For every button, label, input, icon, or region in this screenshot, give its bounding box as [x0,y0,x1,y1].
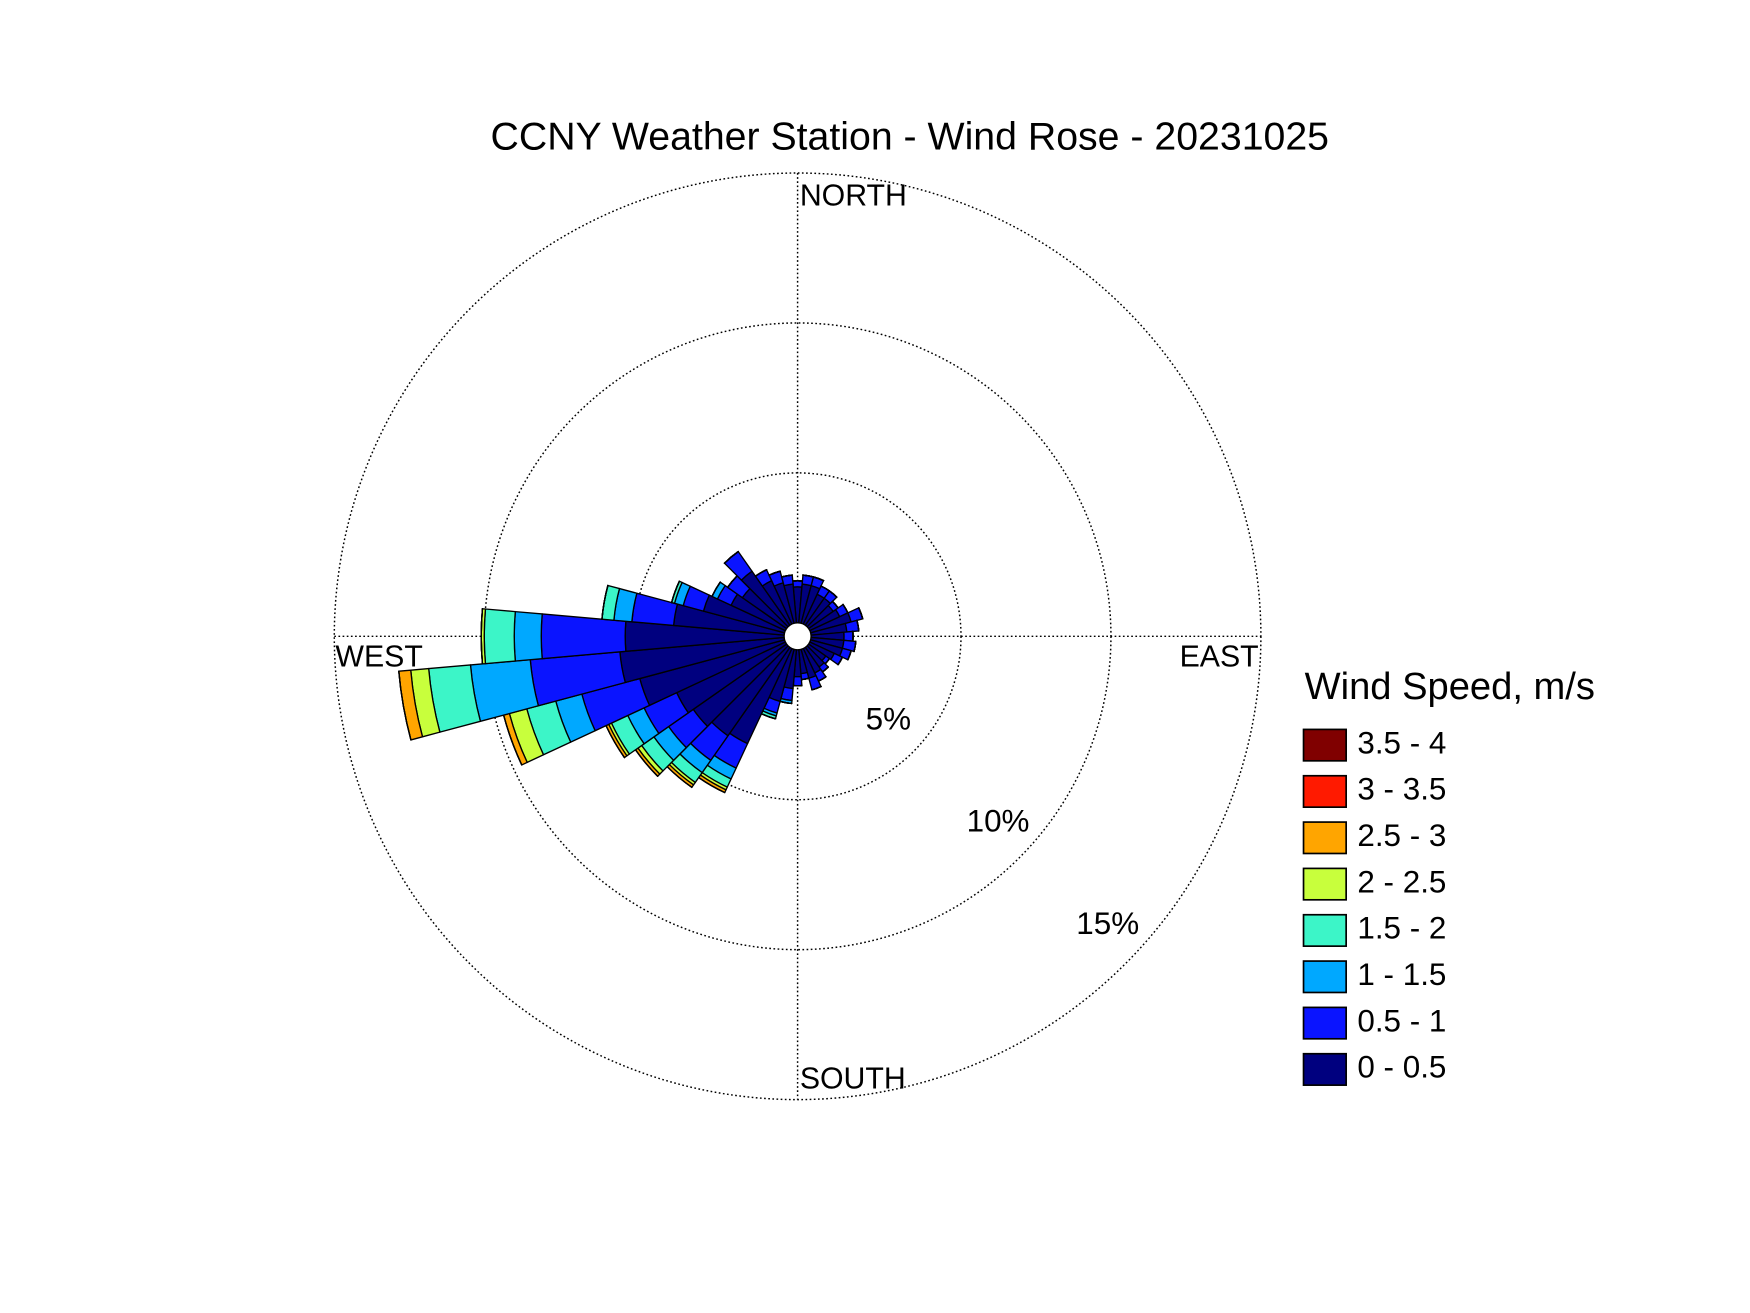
legend-label: 0.5 - 1 [1357,1003,1446,1038]
wedge-segment [670,580,681,604]
wedge-segment [828,590,838,598]
wedge-segment [847,649,852,661]
wedge-segment [843,630,854,642]
legend-swatch [1302,1006,1347,1040]
chart-title: CCNY Weather Station - Wind Rose - 20231… [491,115,1330,159]
wedge-segment [792,580,804,588]
wedge-segment [398,670,412,741]
wedge-segment [837,656,844,666]
direction-label: NORTH [800,180,907,213]
wedge-segment [723,550,739,564]
wedge-segment [781,574,793,578]
wedge-segment [711,581,721,598]
legend-swatch [1302,867,1347,901]
legend-label: 2 - 2.5 [1357,864,1446,899]
wedge-segment [483,608,516,665]
wedge-segment [853,640,857,653]
wedge-segment [513,610,543,662]
grid-ring [333,172,1262,1101]
legend-swatch [1302,913,1347,947]
legend-swatch [1302,774,1347,808]
wedge-segment [601,584,609,620]
direction-label: SOUTH [800,1063,906,1096]
center-hole [783,622,812,651]
legend-label: 2.5 - 3 [1357,818,1446,853]
grid-ring [633,472,962,801]
legend-label: 3 - 3.5 [1357,772,1446,807]
legend-swatch [1302,821,1347,855]
legend-title: Wind Speed, m/s [1305,665,1595,708]
ring-label: 10% [967,804,1030,839]
wedge-segment [480,608,484,665]
legend-label: 1.5 - 2 [1357,911,1446,946]
direction-label: WEST [335,641,422,674]
legend-label: 1 - 1.5 [1357,957,1446,992]
wedge-segment [754,569,768,577]
legend-label: 3.5 - 4 [1357,725,1446,760]
direction-label: EAST [1180,641,1259,674]
wedge-segment [812,576,825,582]
ring-label: 5% [866,701,911,736]
legend-swatch [1302,1052,1347,1086]
legend-label: 0 - 0.5 [1357,1050,1446,1085]
ring-label: 15% [1076,906,1139,941]
wedge-segment [858,607,864,620]
wedge-segment [768,570,781,576]
legend-swatch [1302,728,1347,762]
wedge-segment [856,619,860,632]
legend-swatch [1302,960,1347,994]
wedge-segment [811,685,822,691]
